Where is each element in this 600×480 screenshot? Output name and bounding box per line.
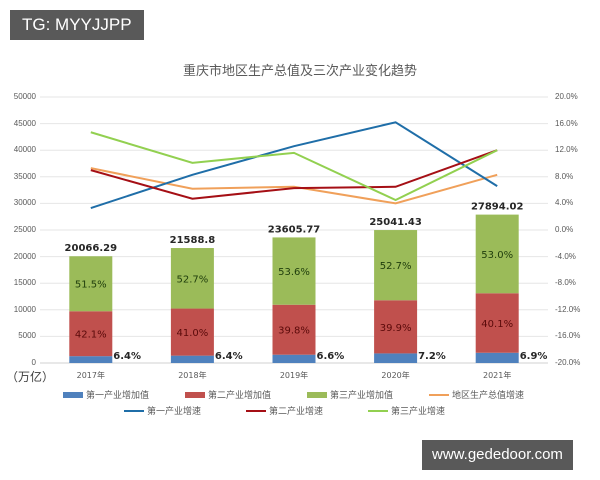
chart-title: 重庆市地区生产总值及三次产业变化趋势 [182, 64, 417, 79]
y-tick-left: 10000 [13, 304, 36, 314]
y-tick-left: 25000 [13, 225, 36, 234]
bar-segment [272, 304, 316, 355]
bar-share-label: 7.2% [418, 351, 446, 362]
bar-share-label: 6.9% [520, 351, 548, 362]
line-series [90, 167, 498, 205]
y-tick-left: 15000 [13, 278, 36, 288]
legend-line-swatch-icon [246, 409, 266, 412]
bar-share-label: 6.4% [215, 351, 243, 362]
bar-share-label: 52.7% [380, 261, 412, 272]
legend-row-1: 第一产业增加值 第二产业增加值 第三产业增加值 地区生产总值增速 [0, 388, 600, 401]
bar-segment [69, 256, 113, 312]
y-tick-right: 16.0% [555, 118, 578, 128]
legend-item: 第一产业增速 [124, 404, 232, 417]
bar-segment [374, 300, 418, 354]
bar-share-label: 51.5% [75, 280, 107, 291]
legend-item: 第三产业增加值 [307, 388, 415, 401]
bar-share-label: 42.1% [75, 330, 107, 341]
y-tick-left: 50000 [13, 92, 36, 101]
y-tick-right: 20.0% [555, 92, 578, 101]
legend-label: 第三产业增速 [391, 407, 446, 417]
bar-segment [272, 237, 316, 305]
bar-share-label: 39.9% [380, 323, 412, 334]
line-series [90, 121, 498, 210]
legend-item: 第二产业增加值 [185, 388, 293, 401]
legend-label: 第二产业增加值 [208, 391, 272, 401]
bar-total-label: 27894.02 [471, 202, 524, 213]
legend-line-swatch-icon [124, 409, 144, 412]
legend-line-swatch-icon [429, 393, 449, 396]
y-tick-left: 20000 [13, 251, 36, 261]
y-tick-right: 0.0% [555, 225, 574, 234]
y-tick-right: 4.0% [555, 198, 574, 208]
legend-bar-swatch-icon [185, 391, 205, 398]
bar-share-label: 41.0% [177, 328, 209, 339]
bar-segment [475, 352, 519, 363]
x-tick-label: 2018年 [178, 371, 207, 380]
legend-item: 第三产业增速 [368, 404, 476, 417]
bar-share-label: 6.6% [317, 351, 345, 362]
watermark-top: TG: MYYJJPP [10, 10, 144, 40]
legend-bar-swatch-icon [307, 391, 327, 398]
y-tick-right: -16.0% [555, 331, 581, 341]
line-series [90, 149, 498, 200]
y-tick-left: 0 [31, 358, 36, 367]
line-series [90, 131, 498, 202]
y-tick-right: 8.0% [555, 171, 574, 181]
bar-share-label: 53.0% [481, 250, 513, 261]
watermark-bottom: www.gededoor.com [422, 440, 573, 470]
legend-item: 地区生产总值增速 [429, 388, 537, 401]
bar-segment [374, 353, 418, 363]
x-tick-label: 2017年 [76, 371, 105, 380]
y-tick-left: 30000 [13, 198, 36, 208]
bar-segment [475, 214, 519, 294]
y-tick-left: 5000 [18, 331, 36, 341]
bar-segment [170, 355, 214, 363]
bar-segment [475, 293, 519, 353]
y-axis-unit: （万亿） [6, 370, 55, 384]
legend-label: 第一产业增速 [147, 407, 202, 417]
bar-segment [374, 230, 418, 301]
legend-label: 第二产业增速 [269, 407, 324, 417]
y-tick-right: -20.0% [555, 358, 581, 367]
legend-label: 地区生产总值增速 [452, 391, 525, 401]
bar-share-label: 52.7% [177, 274, 209, 285]
legend-label: 第一产业增加值 [86, 391, 150, 401]
x-tick-label: 2021年 [483, 371, 512, 380]
legend-item: 第一产业增加值 [63, 388, 171, 401]
y-tick-right: -12.0% [555, 304, 581, 314]
legend: 第一产业增加值 第二产业增加值 第三产业增加值 地区生产总值增速 第一产业增速 第二产业… [0, 388, 600, 420]
legend-item: 第二产业增速 [246, 404, 354, 417]
bar-total-label: 25041.43 [369, 217, 422, 228]
bar-segment [69, 356, 113, 363]
y-tick-right: -8.0% [555, 278, 576, 288]
bar-share-label: 53.6% [278, 267, 310, 278]
y-tick-left: 40000 [13, 145, 36, 155]
bar-segment [272, 354, 316, 363]
y-tick-left: 45000 [13, 118, 36, 128]
legend-row-2: 第一产业增速 第二产业增速 第三产业增速 [0, 404, 600, 417]
bar-total-label: 23605.77 [268, 224, 321, 235]
x-tick-label: 2019年 [279, 371, 309, 380]
y-tick-right: -4.0% [555, 251, 576, 261]
x-tick-label: 2020年 [381, 371, 410, 380]
bar-segment [170, 308, 214, 356]
bar-share-label: 40.1% [481, 319, 513, 330]
legend-label: 第三产业增加值 [330, 391, 394, 401]
legend-bar-swatch-icon [63, 391, 83, 398]
legend-line-swatch-icon [368, 409, 388, 412]
bar-segment [170, 248, 214, 309]
y-tick-right: 12.0% [555, 145, 578, 155]
bar-share-label: 6.4% [113, 351, 141, 362]
bar-segment [69, 311, 113, 357]
bar-total-label: 21588.8 [170, 235, 216, 246]
bar-total-label: 20066.29 [65, 243, 118, 254]
bar-share-label: 39.8% [278, 326, 310, 337]
y-tick-left: 35000 [13, 171, 36, 181]
